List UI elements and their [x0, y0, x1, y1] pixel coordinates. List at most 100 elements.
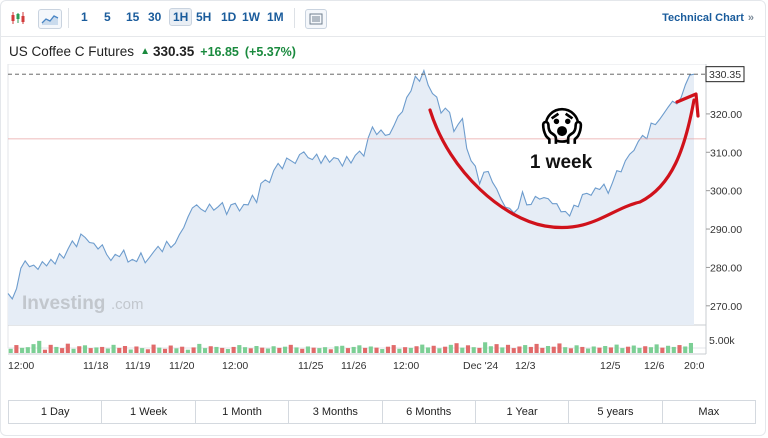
price-change-percent: (+5.37%) [244, 44, 296, 59]
candlestick-chart-icon[interactable] [8, 9, 28, 27]
volume-bar [202, 348, 208, 353]
volume-bar [265, 348, 270, 353]
volume-bar [414, 346, 419, 353]
volume-bar [271, 346, 276, 353]
interval-5h[interactable]: 5H [196, 10, 212, 24]
x-tick-label: 12/5 [600, 360, 621, 372]
volume-bar [14, 345, 19, 353]
volume-bar [391, 345, 396, 353]
volume-bar [248, 348, 253, 353]
watermark-brand: Investing [22, 293, 105, 314]
volume-bar [300, 348, 305, 353]
y-tick-label: 280.00 [710, 262, 742, 274]
interval-1d[interactable]: 1D [221, 10, 237, 24]
range-1-year[interactable]: 1 Year [476, 401, 570, 423]
volume-bar [94, 347, 99, 353]
watermark-suffix: .com [111, 296, 144, 313]
volume-bar [237, 345, 242, 353]
last-price: 330.35 [152, 44, 195, 59]
y-axis: 320.00 310.00 300.00 290.00 280.00 270.00 [706, 109, 742, 313]
volume-bar [105, 348, 110, 353]
volume-bar [437, 348, 442, 353]
x-tick-label: 11/20 [169, 360, 195, 372]
volume-bar [82, 345, 88, 353]
up-arrow-icon: ▲ [140, 46, 150, 57]
volume-bar [305, 346, 310, 353]
volume-bar [448, 344, 453, 353]
last-price-tag: 330.35 [705, 66, 745, 83]
range-max[interactable]: Max [698, 406, 720, 418]
volume-bar [511, 348, 516, 353]
technical-chart-link[interactable]: Technical Chart» [662, 12, 754, 24]
interval-5m[interactable]: 5 [104, 10, 111, 24]
volume-bar [294, 347, 299, 353]
volume-bar [60, 348, 65, 353]
volume-bar [140, 348, 145, 353]
volume-bar [260, 347, 265, 353]
volume-bar [185, 349, 190, 353]
x-tick-label: 12:00 [8, 360, 34, 372]
volume-bar [683, 346, 688, 353]
range-3-months[interactable]: 3 Months [289, 401, 383, 423]
volume-bar [631, 345, 636, 353]
toolbar-divider [68, 8, 69, 28]
indicators-icon[interactable] [305, 9, 327, 29]
area-chart-icon[interactable] [38, 9, 62, 29]
volume-bar [574, 345, 579, 353]
volume-bar [545, 346, 551, 353]
range-5-years[interactable]: 5 years [569, 401, 663, 423]
volume-bar [380, 349, 385, 353]
x-axis: 12:00 11/18 11/19 11/20 12:00 11/25 11/26 12:00… [8, 353, 706, 372]
instrument-quote: US Coffee C Futures ▲ 330.35 +16.85 (+5.… [9, 44, 296, 59]
price-line [7, 68, 695, 300]
x-tick-label: 12/3 [515, 360, 536, 372]
volume-bar [157, 347, 162, 353]
volume-bar [385, 346, 391, 353]
range-6-months[interactable]: 6 Months [383, 401, 476, 423]
volume-bar [477, 347, 482, 353]
interval-1m[interactable]: 1 [81, 10, 88, 24]
volume-bar [540, 347, 545, 353]
volume-bar [688, 342, 693, 353]
interval-1w[interactable]: 1W [242, 10, 260, 24]
x-tick-label: 11/26 [341, 360, 367, 372]
volume-bar [654, 344, 659, 353]
interval-1mo[interactable]: 1M [267, 10, 284, 24]
volume-bar [88, 348, 93, 353]
volume-bar [311, 347, 316, 353]
volume-bar [191, 347, 196, 353]
price-chart[interactable]: 5.00k Investing .com 320.00 310.00 300.00 2… [0, 64, 768, 376]
volume-bar [277, 347, 282, 353]
volume-bar [363, 347, 368, 353]
volume-bar [20, 347, 25, 353]
volume-bar [71, 348, 76, 353]
volume-bar [608, 347, 613, 353]
volume-bar [620, 348, 625, 353]
volume-bar [25, 347, 30, 353]
volume-bar [48, 344, 53, 353]
investing-watermark: Investing .com [22, 293, 144, 314]
volume-bar [334, 346, 339, 353]
x-tick-label: 11/25 [298, 360, 324, 372]
last-price-tag-label: 330.35 [709, 69, 741, 81]
range-1-week[interactable]: 1 Week [102, 401, 196, 423]
interval-1h[interactable]: 1H [169, 8, 193, 26]
volume-bar [403, 347, 408, 353]
volume-bar [517, 346, 522, 353]
volume-bar [471, 347, 476, 353]
interval-15m[interactable]: 15 [126, 10, 140, 24]
range-1-month[interactable]: 1 Month [196, 401, 290, 423]
volume-bar [460, 347, 465, 353]
volume-bar [54, 346, 59, 353]
interval-30m[interactable]: 30 [148, 10, 162, 24]
volume-bar [551, 346, 556, 353]
volume-bar [408, 347, 413, 353]
volume-bar [614, 344, 619, 353]
volume-bar [397, 348, 402, 353]
price-area [8, 70, 694, 326]
volume-bar [357, 345, 362, 353]
volume-bar [523, 345, 528, 353]
volume-bar [534, 343, 539, 353]
x-tick-label: Dec '24 [463, 360, 498, 372]
range-1-day[interactable]: 1 Day [9, 401, 103, 423]
